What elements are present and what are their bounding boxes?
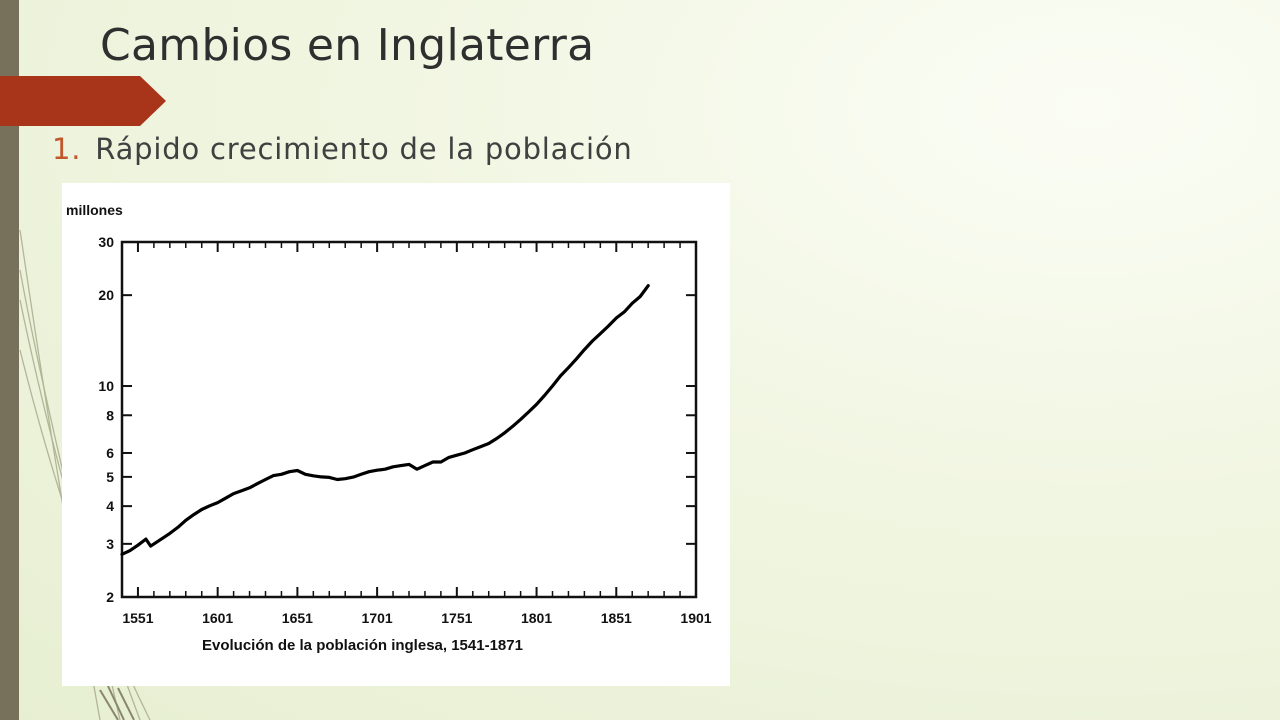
population-series-line [120,284,650,556]
y-tick-label: 30 [98,234,114,250]
plot-frame [120,240,698,599]
x-tick-label: 1851 [601,610,632,626]
bullet-number: 1. [52,132,82,166]
y-tick-label: 8 [106,407,114,423]
x-tick-label: 1751 [441,610,472,626]
x-tick-label: 1601 [202,610,233,626]
bullet-text: Rápido crecimiento de la población [95,132,633,166]
left-decorative-bar [0,0,19,720]
accent-tab [0,76,166,126]
x-tick-label: 1901 [680,610,711,626]
x-tick-label: 1801 [521,610,552,626]
y-tick-label: 2 [106,589,114,605]
y-tick-label: 5 [106,469,114,485]
x-tick-label: 1651 [282,610,313,626]
y-axis-ticks: 2 3 4 5 6 8 10 20 30 [98,234,696,605]
bullet-item: 1. Rápido crecimiento de la población [52,132,633,166]
y-tick-label: 6 [106,445,114,461]
slide-title: Cambios en Inglaterra [100,20,595,71]
x-tick-label: 1701 [362,610,393,626]
x-tick-label: 1551 [122,610,153,626]
x-axis-ticks: 1551 1601 1651 1701 1751 1801 1851 1901 [122,242,712,626]
x-axis-label: Evolución de la población inglesa, 1541-… [202,637,523,654]
y-tick-label: 10 [98,378,114,394]
y-tick-label: 3 [106,536,114,552]
population-chart: 2 3 4 5 6 8 10 20 30 1551 1601 1651 1701 1751 1801 185… [62,183,730,686]
y-axis-label: millones [66,202,123,218]
y-tick-label: 20 [98,287,114,303]
chart-canvas: 2 3 4 5 6 8 10 20 30 1551 1601 1651 1701 1751 1801 185… [66,202,712,654]
y-tick-label: 4 [106,498,114,514]
